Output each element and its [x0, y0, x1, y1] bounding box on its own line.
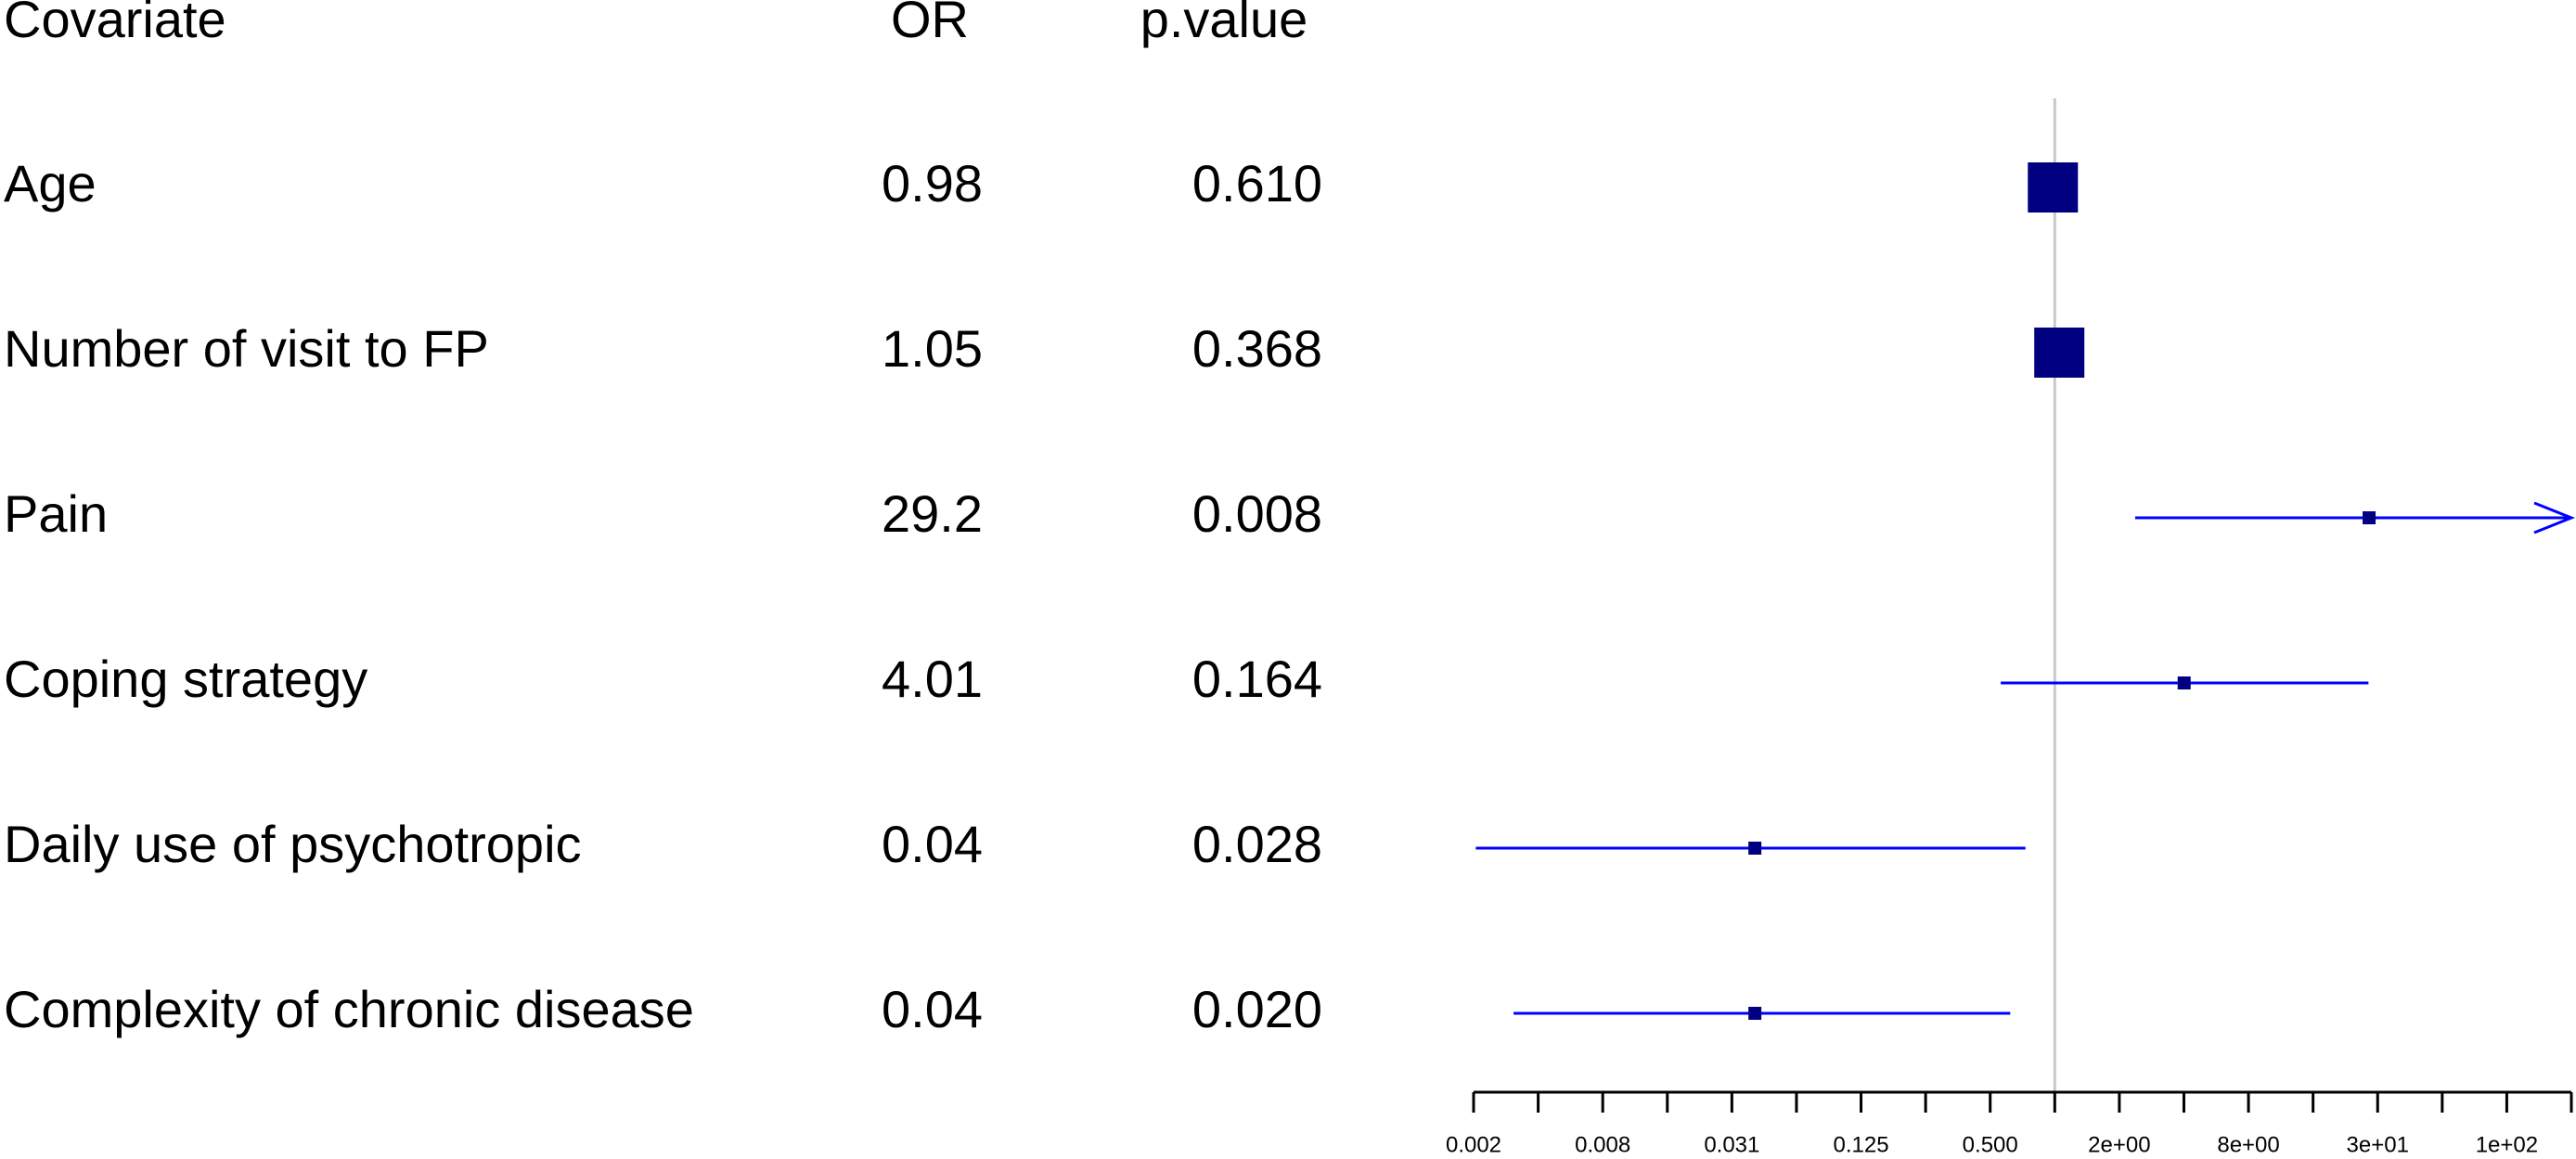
x-tick-label: 8e+00: [2217, 1132, 2279, 1157]
or-label: 0.04: [882, 815, 983, 873]
header-p-value: p.value: [1140, 0, 1308, 48]
x-tick-label: 1e+02: [2476, 1132, 2538, 1157]
x-tick-label: 3e+01: [2347, 1132, 2409, 1157]
p-value-label: 0.610: [1192, 154, 1322, 212]
x-tick-label: 0.500: [1963, 1132, 2018, 1157]
or-label: 1.05: [882, 319, 983, 378]
or-box: [2177, 676, 2191, 689]
header-or: OR: [891, 0, 969, 48]
x-tick-label: 0.008: [1575, 1132, 1630, 1157]
covariate-label: Number of visit to FP: [4, 319, 489, 378]
or-label: 29.2: [882, 484, 983, 543]
covariate-label: Pain: [4, 484, 108, 543]
or-label: 0.98: [882, 154, 983, 212]
or-box: [2034, 328, 2085, 378]
x-tick-label: 0.125: [1833, 1132, 1888, 1157]
covariate-label: Daily use of psychotropic: [4, 815, 582, 873]
p-value-label: 0.164: [1192, 650, 1322, 708]
p-value-label: 0.020: [1192, 980, 1322, 1038]
or-box: [1748, 842, 1762, 855]
or-box: [1748, 1007, 1762, 1020]
ci-arrow: [2533, 501, 2576, 534]
x-tick-label: 2e+00: [2088, 1132, 2150, 1157]
p-value-label: 0.008: [1192, 484, 1322, 543]
or-box: [2363, 511, 2376, 524]
or-box: [2028, 162, 2079, 212]
or-label: 4.01: [882, 650, 983, 708]
p-value-label: 0.028: [1192, 815, 1322, 873]
or-label: 0.04: [882, 980, 983, 1038]
covariate-label: Age: [4, 154, 97, 212]
x-tick-label: 0.002: [1446, 1132, 1501, 1157]
x-tick-label: 0.031: [1704, 1132, 1759, 1157]
covariate-label: Complexity of chronic disease: [4, 980, 694, 1038]
header-covariate: Covariate: [4, 0, 226, 48]
covariate-label: Coping strategy: [4, 650, 367, 708]
p-value-label: 0.368: [1192, 319, 1322, 378]
